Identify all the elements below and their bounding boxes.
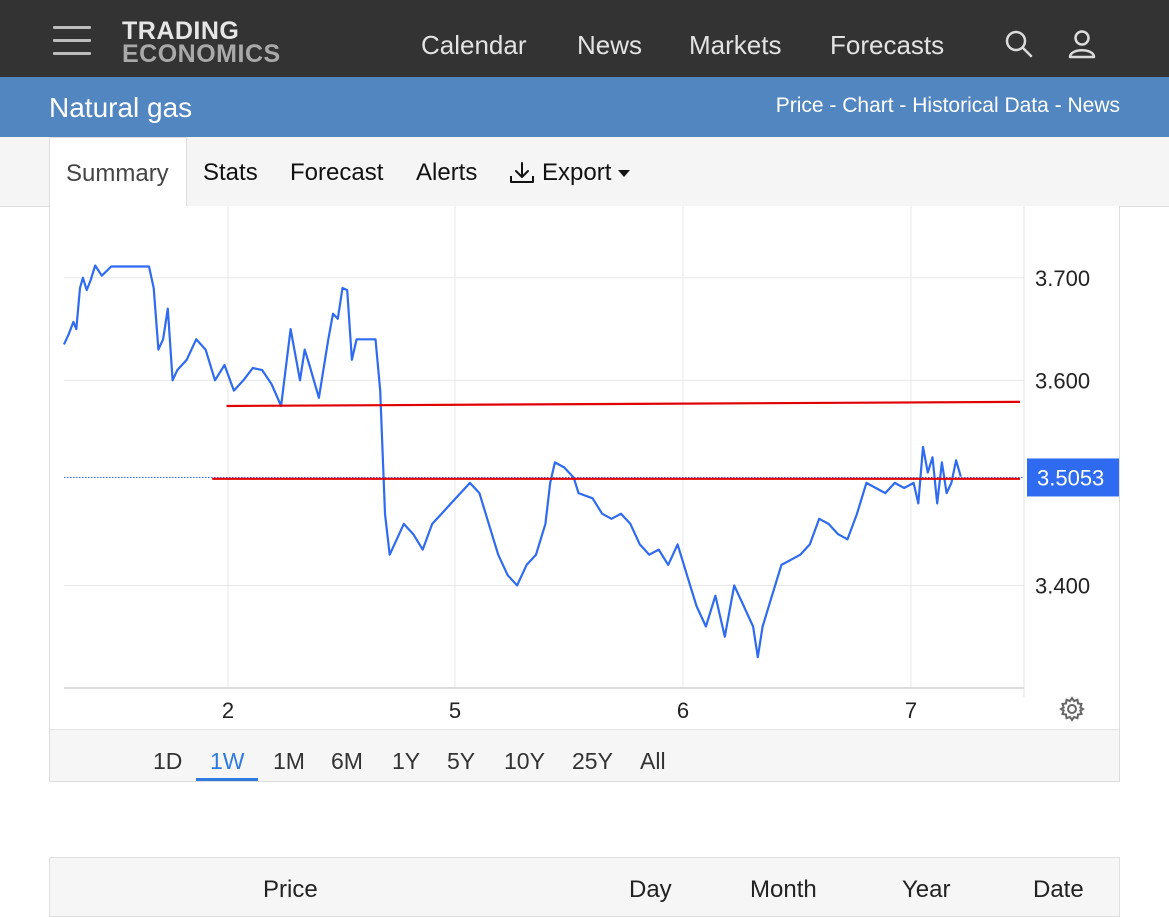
- y-tick-label: 3.700: [1035, 266, 1090, 291]
- range-1w[interactable]: 1W: [210, 748, 245, 774]
- caret-down-icon: [618, 170, 631, 177]
- range-selector: 1D 1W 1M 6M 1Y 5Y 10Y 25Y All: [50, 729, 1119, 781]
- export-label: Export: [542, 159, 612, 186]
- tab-forecast[interactable]: Forecast: [290, 159, 384, 186]
- logo-line-1: TRADING: [122, 17, 240, 45]
- logo-line-2: ECONOMICS: [122, 40, 281, 68]
- tab-alerts[interactable]: Alerts: [416, 159, 478, 186]
- y-tick-label: 3.600: [1035, 368, 1090, 393]
- nav-calendar[interactable]: Calendar: [421, 30, 527, 60]
- x-tick-label: 2: [222, 698, 234, 723]
- price-table-header: Price Day Month Year Date: [49, 857, 1120, 917]
- nav-forecasts[interactable]: Forecasts: [830, 30, 945, 60]
- column-header-day: Day: [629, 876, 672, 903]
- range-5y[interactable]: 5Y: [447, 748, 476, 774]
- top-navigation-bar: TRADING ECONOMICS Calendar News Markets …: [0, 0, 1169, 77]
- chart-panel: 2 5 6 7 3.700 3.600 3.400 3.5053 1D 1W 1M 6M 1Y…: [49, 206, 1120, 782]
- price-chart[interactable]: 2 5 6 7 3.700 3.600 3.400 3.5053: [50, 206, 1119, 729]
- menu-icon[interactable]: [53, 26, 91, 58]
- y-tick-label: 3.400: [1035, 573, 1090, 598]
- link-separator: -: [893, 94, 913, 117]
- tab-stats[interactable]: Stats: [203, 159, 258, 186]
- nav-news[interactable]: News: [577, 30, 643, 60]
- column-header-date: Date: [1033, 876, 1084, 903]
- resistance-trend-line: [226, 400, 1021, 408]
- tab-summary-label: Summary: [66, 160, 169, 187]
- link-price[interactable]: Price: [775, 94, 824, 117]
- user-icon[interactable]: [1066, 28, 1098, 60]
- range-10y[interactable]: 10Y: [504, 748, 545, 774]
- range-all[interactable]: All: [640, 748, 666, 774]
- x-tick-label: 7: [905, 698, 917, 723]
- nav-markets[interactable]: Markets: [689, 30, 782, 60]
- x-tick-label: 5: [449, 698, 461, 723]
- link-separator: -: [1048, 94, 1068, 117]
- link-historical-data[interactable]: Historical Data: [912, 94, 1049, 117]
- column-header-year: Year: [902, 876, 951, 903]
- last-price-value: 3.5053: [1037, 465, 1104, 490]
- range-1m[interactable]: 1M: [273, 748, 305, 774]
- range-1d[interactable]: 1D: [153, 748, 183, 774]
- range-1y[interactable]: 1Y: [392, 748, 421, 774]
- range-6m[interactable]: 6M: [331, 748, 363, 774]
- link-news[interactable]: News: [1067, 94, 1120, 117]
- last-price-badge: [1027, 458, 1119, 497]
- gear-icon[interactable]: [1059, 696, 1085, 722]
- logo[interactable]: TRADING ECONOMICS: [122, 17, 281, 68]
- page-title: Natural gas: [49, 92, 193, 123]
- tab-strip: Summary Stats Forecast Alerts Export: [0, 137, 1169, 208]
- column-header-month: Month: [750, 876, 817, 903]
- range-active-underline: [196, 778, 258, 781]
- instrument-header: Natural gas Price - Chart - Historical D…: [0, 77, 1169, 137]
- column-header-price: Price: [263, 876, 318, 903]
- tab-summary[interactable]: Summary: [49, 137, 187, 208]
- link-separator: -: [823, 94, 843, 117]
- search-icon[interactable]: [1003, 28, 1035, 60]
- price-series-line: [63, 264, 962, 659]
- range-25y[interactable]: 25Y: [572, 748, 613, 774]
- link-chart[interactable]: Chart: [842, 94, 894, 117]
- x-tick-label: 6: [677, 698, 689, 723]
- export-button[interactable]: Export: [508, 159, 633, 187]
- instrument-links: Price - Chart - Historical Data - News: [776, 94, 1120, 118]
- download-icon: [510, 162, 534, 183]
